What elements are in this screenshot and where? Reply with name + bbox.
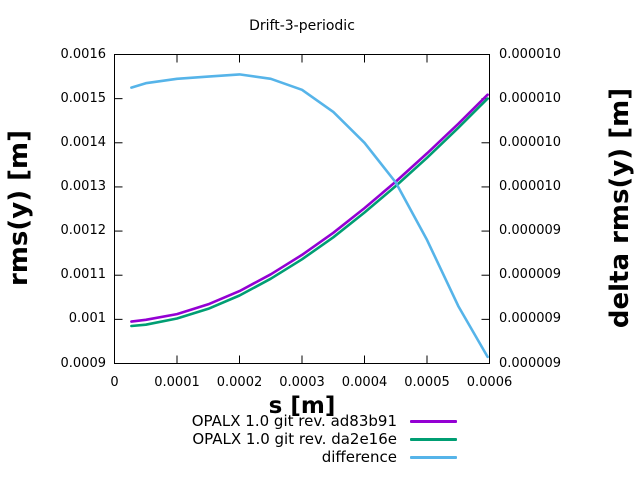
y-left-tick-label: 0.001	[68, 311, 106, 327]
y-left-tick-label: 0.0014	[60, 134, 107, 150]
y-left-tick-label: 0.0015	[60, 90, 107, 106]
legend-label: OPALX 1.0 git rev. ad83b91	[191, 412, 397, 430]
legend: OPALX 1.0 git rev. ad83b91 OPALX 1.0 git…	[120, 412, 457, 466]
legend-label: OPALX 1.0 git rev. da2e16e	[192, 430, 397, 448]
legend-row: difference	[120, 448, 457, 466]
legend-line-sample	[410, 419, 457, 423]
y-right-tick-label: 0.000010	[499, 178, 562, 194]
legend-row: OPALX 1.0 git rev. ad83b91	[120, 412, 457, 430]
y-right-tick-label: 0.000010	[499, 46, 562, 62]
y-right-tick-label: 0.000009	[499, 355, 562, 371]
y-right-tick-label: 0.000009	[499, 311, 562, 327]
y-left-tick-label: 0.0009	[60, 355, 107, 371]
x-tick-label: 0.0001	[154, 375, 200, 390]
x-tick-label: 0	[110, 375, 119, 390]
x-tick-label: 0.0003	[279, 375, 325, 390]
y-right-tick-label: 0.000010	[499, 134, 562, 150]
legend-line-sample	[410, 437, 457, 441]
y-left-tick-label: 0.0011	[60, 267, 107, 283]
y-left-tick-label: 0.0012	[60, 223, 107, 239]
x-axis-title: s [m]	[268, 393, 336, 419]
x-tick-label: 0.0006	[466, 375, 513, 390]
y-right-tick-label: 0.000009	[499, 223, 562, 239]
chart-title: Drift-3-periodic	[249, 18, 355, 34]
x-tick-label: 0.0002	[216, 375, 263, 390]
legend-line-sample	[410, 455, 457, 459]
x-tick-label: 0.0005	[404, 375, 450, 390]
legend-row: OPALX 1.0 git rev. da2e16e	[120, 430, 457, 448]
x-tick-label: 0.0004	[341, 375, 388, 390]
y-right-tick-label: 0.000009	[499, 267, 562, 283]
y-left-tick-label: 0.0016	[60, 46, 107, 62]
y-right-tick-label: 0.000010	[499, 90, 562, 106]
legend-label: difference	[321, 448, 397, 466]
y-left-tick-label: 0.0013	[60, 178, 107, 194]
